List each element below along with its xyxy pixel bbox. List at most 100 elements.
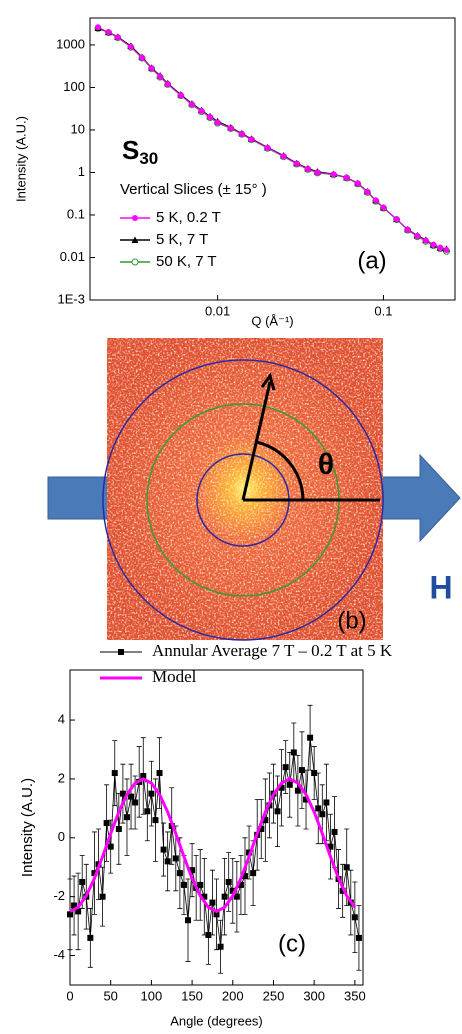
marker: [380, 204, 387, 211]
marker: [105, 29, 112, 36]
marker: [314, 169, 321, 176]
marker: [331, 828, 338, 835]
y-tick-label: 1: [78, 164, 85, 179]
marker: [264, 144, 271, 151]
marker: [123, 814, 130, 821]
x-tick-label: 250: [263, 988, 285, 1003]
marker: [364, 188, 371, 195]
x-tick-label: 0.01: [205, 303, 230, 318]
marker: [185, 917, 192, 924]
marker: [278, 784, 285, 791]
x-axis-label: Angle (degrees): [170, 1013, 263, 1028]
legend-title: Vertical Slices (± 15° ): [120, 181, 267, 198]
marker: [343, 864, 350, 871]
x-tick-label: 0: [66, 988, 73, 1003]
marker: [303, 796, 310, 803]
marker: [107, 843, 114, 850]
y-tick-label: -4: [53, 947, 65, 962]
marker: [207, 114, 214, 121]
angle-arrowhead: [260, 372, 276, 391]
marker: [160, 846, 167, 853]
y-tick-label: -2: [53, 888, 65, 903]
y-tick-label: 2: [58, 770, 65, 785]
marker: [290, 749, 297, 756]
angle-arc: [255, 440, 305, 501]
legend-marker: [132, 215, 138, 221]
series-line: [97, 26, 447, 251]
marker: [430, 241, 437, 248]
annotation-main: S: [122, 135, 139, 165]
marker: [443, 247, 450, 254]
marker: [355, 934, 362, 941]
marker: [304, 166, 311, 173]
marker: [298, 767, 305, 774]
marker: [250, 870, 257, 877]
annotation-sub: 30: [139, 149, 158, 168]
x-axis-label: Q (Å⁻¹): [251, 313, 293, 328]
marker: [372, 197, 379, 204]
marker: [114, 34, 121, 41]
marker: [148, 65, 155, 72]
marker: [214, 119, 221, 126]
marker: [238, 131, 245, 138]
marker: [164, 81, 171, 88]
marker: [87, 934, 94, 941]
marker: [237, 881, 244, 888]
marker: [286, 781, 293, 788]
marker: [437, 244, 444, 251]
marker: [95, 24, 102, 31]
series-line: [97, 27, 447, 250]
marker: [132, 799, 139, 806]
marker: [152, 817, 159, 824]
marker: [217, 943, 224, 950]
marker: [282, 764, 289, 771]
marker: [319, 811, 326, 818]
legend-label: 5 K, 0.2 T: [156, 209, 221, 226]
plot-frame: [69, 669, 364, 986]
marker: [227, 125, 234, 132]
marker: [274, 808, 281, 815]
marker: [248, 136, 255, 143]
marker: [157, 73, 164, 80]
marker: [221, 893, 228, 900]
legend-label: 50 K, 7 T: [156, 253, 217, 270]
x-tick-label: 100: [141, 988, 163, 1003]
marker: [71, 902, 78, 909]
marker: [233, 893, 240, 900]
marker: [144, 808, 151, 815]
outer-ring: [102, 359, 384, 641]
annotation: S30: [122, 135, 158, 169]
x-tick-label: 300: [303, 988, 325, 1003]
marker: [213, 911, 220, 918]
marker: [189, 867, 196, 874]
marker: [315, 805, 322, 812]
legend-label: 5 K, 7 T: [156, 231, 208, 248]
marker: [111, 770, 118, 777]
image-panel: θ H (b): [47, 338, 461, 641]
marker: [354, 180, 361, 187]
marker: [323, 799, 330, 806]
marker: [172, 855, 179, 862]
marker: [262, 817, 269, 824]
legend-marker: [118, 649, 124, 655]
panel-label: (b): [337, 607, 366, 634]
marker: [115, 825, 122, 832]
y-tick-label: 1E-3: [58, 291, 85, 306]
marker: [140, 772, 147, 779]
y-tick-label: 1000: [56, 36, 85, 51]
marker: [351, 914, 358, 921]
legend-label: Model: [152, 667, 197, 686]
panel-label: (a): [357, 247, 386, 274]
y-axis-label: Intensity (A.U.): [19, 778, 36, 877]
marker: [201, 893, 208, 900]
marker: [404, 226, 411, 233]
marker: [422, 237, 429, 244]
x-tick-label: 150: [181, 988, 203, 1003]
marker: [119, 790, 126, 797]
marker: [393, 216, 400, 223]
marker: [280, 153, 287, 160]
marker: [180, 881, 187, 888]
marker: [241, 873, 248, 880]
